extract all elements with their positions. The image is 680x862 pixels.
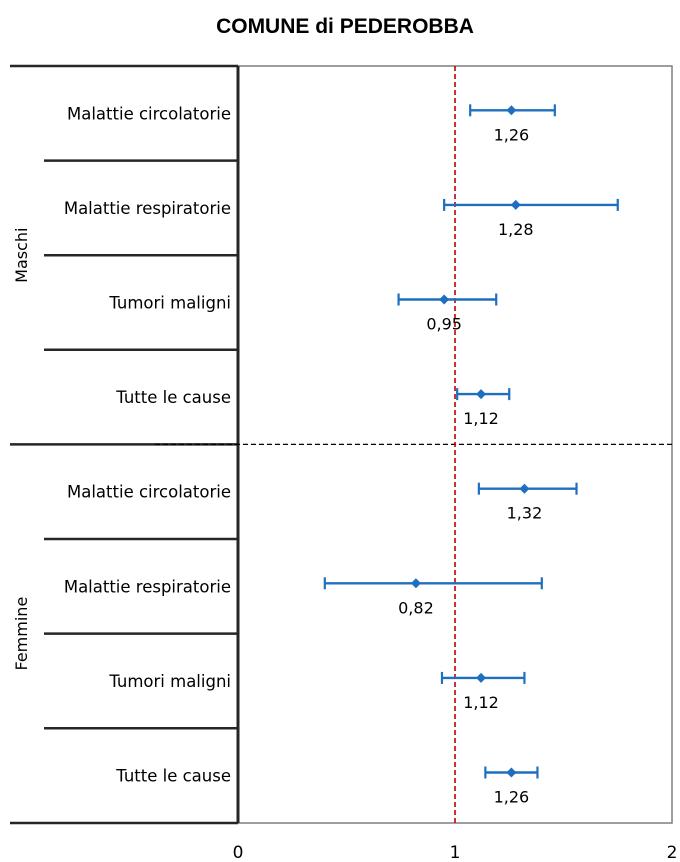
category-label: Tumori maligni — [108, 294, 231, 313]
value-label: 0,95 — [426, 315, 462, 334]
category-label: Tutte le cause — [115, 767, 231, 786]
estimate-marker — [506, 767, 517, 778]
category-label: Tutte le cause — [115, 388, 231, 407]
estimate-marker — [476, 672, 487, 683]
value-label: 0,82 — [398, 598, 434, 617]
group-label: Maschi — [12, 228, 31, 283]
group-labels: Maschi Femmine — [12, 228, 31, 671]
value-label: 1,26 — [494, 788, 530, 807]
category-label: Tumori maligni — [108, 672, 231, 691]
x-tick-label: 1 — [450, 843, 461, 862]
value-label: 1,32 — [507, 504, 543, 523]
value-label: 1,12 — [463, 693, 499, 712]
estimate-marks: 1,26 1,28 0,95 1,12 1,32 0,82 1,12 1,26 — [323, 104, 619, 807]
category-label: Malattie respiratorie — [64, 577, 231, 596]
chart-title: COMUNE di PEDEROBBA — [216, 15, 474, 38]
value-label: 1,26 — [494, 125, 530, 144]
category-labels: Malattie circolatorie Malattie respirator… — [64, 104, 231, 785]
x-axis-ticks: 0 1 2 — [233, 843, 678, 862]
estimate-marker — [410, 578, 421, 589]
category-label: Malattie respiratorie — [64, 199, 231, 218]
value-label: 1,12 — [463, 409, 499, 428]
estimate-marker — [519, 483, 530, 494]
x-tick-label: 0 — [233, 843, 244, 862]
estimate-marker — [506, 105, 517, 116]
category-label: Malattie circolatorie — [67, 104, 231, 123]
x-tick-label: 2 — [667, 843, 678, 862]
estimate-marker — [476, 389, 487, 400]
group-label: Femmine — [12, 597, 31, 671]
estimate-marker — [510, 199, 521, 210]
estimate-marker — [439, 294, 450, 305]
category-label: Malattie circolatorie — [67, 483, 231, 502]
row-separators — [10, 64, 672, 825]
value-label: 1,28 — [498, 220, 534, 239]
